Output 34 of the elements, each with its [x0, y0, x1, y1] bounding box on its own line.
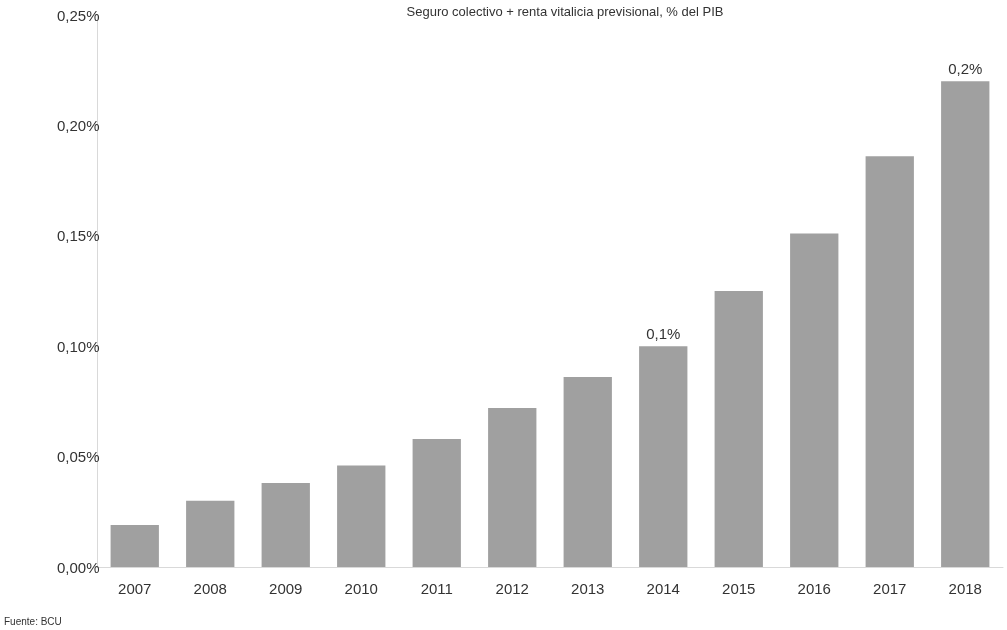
x-tick-label: 2018: [948, 580, 982, 597]
bar: [941, 81, 990, 567]
bar: [337, 465, 386, 567]
x-tick-label: 2008: [193, 580, 227, 597]
x-tick-label: 2013: [571, 580, 605, 597]
x-tick-label: 2010: [344, 580, 378, 597]
bar: [639, 346, 688, 567]
x-tick-label: 2014: [646, 580, 680, 597]
bar: [790, 233, 839, 567]
data-label: 0,1%: [646, 325, 681, 343]
data-label: 0,2%: [948, 60, 983, 78]
bar: [563, 377, 612, 567]
bar: [412, 438, 461, 567]
chart-title: Seguro colectivo + renta vitalicia previsional, % del PIB: [406, 4, 724, 19]
x-tick-label: 2017: [873, 580, 907, 597]
x-tick-label: 2007: [118, 580, 152, 597]
bar: [110, 525, 159, 567]
y-tick-label: 0,15%: [57, 227, 100, 245]
y-tick-label: 0,00%: [57, 558, 100, 576]
y-tick-label: 0,25%: [57, 6, 100, 24]
x-tick-label: 2016: [797, 580, 831, 597]
source-note: Fuente: BCU: [4, 615, 62, 627]
x-tick-label: 2011: [420, 580, 453, 597]
x-tick-label: 2015: [722, 580, 756, 597]
x-tick-label: 2009: [269, 580, 303, 597]
y-tick-label: 0,10%: [57, 337, 100, 355]
bar: [261, 483, 310, 567]
bar: [186, 500, 235, 567]
x-tick-label: 2012: [495, 580, 529, 597]
bar: [488, 408, 537, 567]
bar: [865, 156, 914, 567]
bar: [714, 291, 763, 567]
y-tick-label: 0,20%: [57, 116, 100, 134]
y-tick-label: 0,05%: [57, 448, 100, 466]
